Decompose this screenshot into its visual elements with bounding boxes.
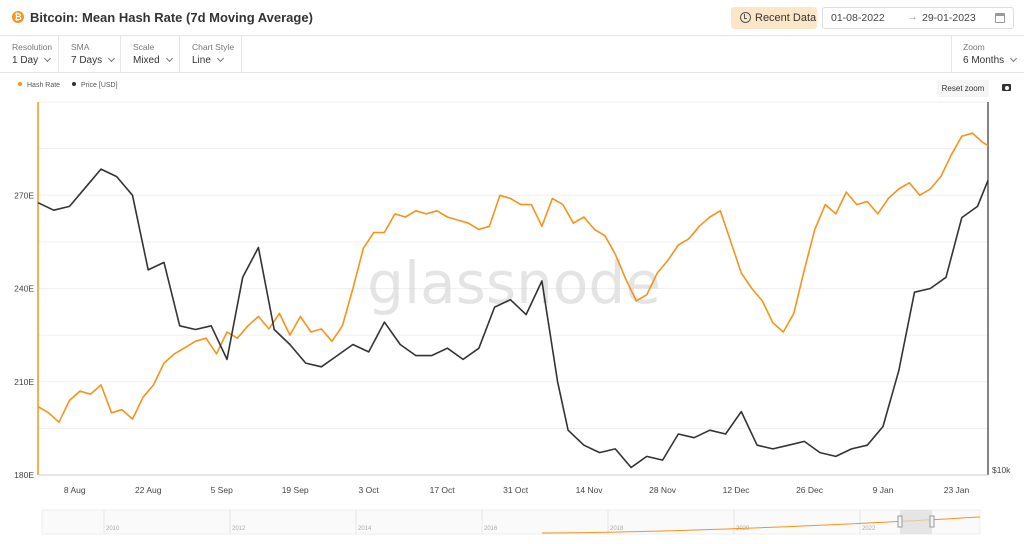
legend-dot-icon bbox=[72, 82, 76, 86]
scale-value: Mixed bbox=[133, 54, 173, 66]
chart-style-value: Line bbox=[192, 54, 224, 66]
x-tick-label: 3 Oct bbox=[359, 485, 380, 495]
chart-style-label: Chart Style bbox=[192, 42, 235, 52]
x-tick-label: 17 Oct bbox=[430, 485, 456, 495]
navigator-year-label: 2018 bbox=[610, 526, 624, 532]
x-tick-label: 5 Sep bbox=[211, 485, 233, 495]
y-tick-label-right: $10k bbox=[992, 465, 1011, 475]
sma-label: SMA bbox=[71, 42, 90, 52]
resolution-value: 1 Day bbox=[12, 54, 52, 66]
zoom-label: Zoom bbox=[963, 42, 985, 52]
x-tick-label: 14 Nov bbox=[576, 485, 604, 495]
x-tick-label: 26 Dec bbox=[796, 485, 824, 495]
date-from[interactable]: 01-08-2022 bbox=[831, 12, 885, 24]
navigator-year-label: 2020 bbox=[736, 526, 750, 532]
x-tick-label: 22 Aug bbox=[135, 485, 162, 495]
date-range-picker[interactable]: 01-08-2022 → 29-01-2023 bbox=[822, 7, 1014, 29]
navigator-selection bbox=[900, 510, 932, 534]
scale-label: Scale bbox=[133, 42, 155, 52]
zoom-select[interactable]: Zoom 6 Months bbox=[951, 36, 1024, 72]
x-tick-label: 19 Sep bbox=[282, 485, 309, 495]
chart-controls: Resolution 1 Day SMA 7 Days Scale Mixed … bbox=[0, 36, 1024, 73]
navigator-year-label: 2014 bbox=[358, 526, 372, 532]
y-tick-label: 210E bbox=[14, 377, 34, 387]
navigator-year-label: 2016 bbox=[484, 526, 498, 532]
price-line bbox=[37, 168, 989, 469]
recent-data-button[interactable]: Recent Data bbox=[731, 7, 817, 29]
legend-item-hash-rate[interactable]: Hash Rate bbox=[18, 82, 60, 89]
y-tick-label: 240E bbox=[14, 284, 34, 294]
x-tick-label: 9 Jan bbox=[873, 485, 894, 495]
x-axis-labels: 8 Aug 22 Aug 5 Sep 19 Sep 3 Oct 17 Oct 31 Oct 1… bbox=[64, 485, 970, 495]
x-tick-label: 12 Dec bbox=[723, 485, 751, 495]
series-lines bbox=[37, 132, 989, 469]
reset-zoom-button[interactable]: Reset zoom bbox=[937, 80, 989, 97]
y-tick-label: 270E bbox=[14, 190, 34, 200]
legend-dot-icon bbox=[18, 82, 22, 86]
x-tick-label: 28 Nov bbox=[649, 485, 677, 495]
x-tick-label: 31 Oct bbox=[503, 485, 529, 495]
hash-rate-line bbox=[37, 132, 989, 424]
watermark: glassnode bbox=[367, 249, 661, 317]
scale-select[interactable]: Scale Mixed bbox=[121, 36, 180, 72]
navigator-year-label: 2022 bbox=[862, 526, 876, 532]
x-tick-label: 23 Jan bbox=[944, 485, 970, 495]
axes bbox=[37, 102, 989, 476]
page-title: Bitcoin: Mean Hash Rate (7d Moving Avera… bbox=[30, 10, 313, 25]
grid-lines bbox=[38, 101, 988, 476]
sma-select[interactable]: SMA 7 Days bbox=[59, 36, 121, 72]
sma-value: 7 Days bbox=[71, 54, 116, 66]
resolution-label: Resolution bbox=[12, 42, 53, 52]
navigator-track bbox=[41, 509, 981, 535]
navigator-year-label: 2010 bbox=[106, 526, 120, 532]
zoom-value: 6 Months bbox=[963, 54, 1018, 66]
calendar-icon[interactable] bbox=[995, 13, 1005, 23]
clock-icon bbox=[740, 12, 751, 23]
y-tick-label: 180E bbox=[14, 470, 34, 480]
bitcoin-icon: ₿ bbox=[12, 11, 24, 23]
navigator-handle-right bbox=[929, 515, 935, 528]
date-to[interactable]: 29-01-2023 bbox=[922, 12, 976, 24]
resolution-select[interactable]: Resolution 1 Day bbox=[0, 36, 59, 72]
x-tick-label: 8 Aug bbox=[64, 485, 86, 495]
navigator-handle-left bbox=[897, 515, 903, 528]
header-bar: ₿ Bitcoin: Mean Hash Rate (7d Moving Ave… bbox=[0, 0, 1024, 36]
navigator[interactable]: 2010 2012 2014 2016 2018 2020 2022 bbox=[41, 509, 981, 535]
y-axis-labels: 180E 210E 240E 270E $10k bbox=[14, 190, 1011, 480]
navigator-year-label: 2012 bbox=[232, 526, 246, 532]
legend-item-price[interactable]: Price [USD] bbox=[72, 82, 118, 89]
camera-icon[interactable] bbox=[1002, 84, 1011, 91]
chart-style-select[interactable]: Chart Style Line bbox=[180, 36, 242, 72]
recent-data-label: Recent Data bbox=[755, 12, 817, 24]
arrow-right-icon: → bbox=[907, 11, 918, 23]
